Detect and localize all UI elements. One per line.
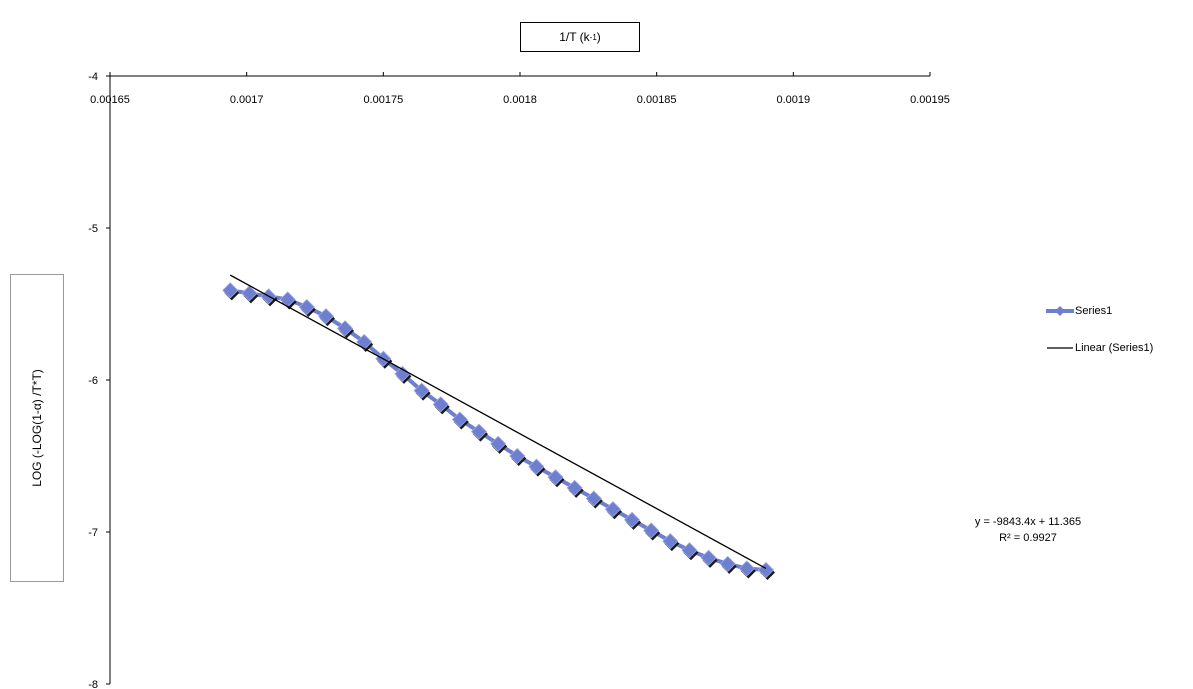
series1-point bbox=[643, 522, 660, 539]
series1-point bbox=[662, 533, 679, 550]
series1-point bbox=[547, 469, 564, 486]
series1-point bbox=[241, 285, 258, 302]
r2-text: R² = 0.9927 bbox=[999, 532, 1057, 544]
series1-point bbox=[432, 396, 449, 413]
y-tick-label: -4 bbox=[88, 71, 98, 83]
x-tick-label: 0.00195 bbox=[910, 94, 950, 106]
axes: 0.00165 0.0017 0.00175 0.0018 0.00185 0.0019 0… bbox=[88, 71, 950, 689]
legend-marker-linear bbox=[1047, 347, 1073, 349]
series1-point bbox=[413, 382, 430, 399]
series1-point bbox=[470, 423, 488, 440]
series1-point bbox=[490, 435, 507, 452]
series1-point bbox=[624, 511, 641, 528]
series1-point bbox=[222, 282, 239, 299]
legend-item-series1: Series1 bbox=[1045, 301, 1153, 321]
x-tick-label: 0.0018 bbox=[503, 94, 537, 106]
trendline bbox=[229, 274, 767, 570]
x-tick-label: 0.00165 bbox=[90, 94, 130, 106]
y-tick-label: -7 bbox=[88, 527, 98, 539]
series1-point bbox=[585, 490, 602, 507]
x-axis-title-sup: -1 bbox=[589, 32, 597, 42]
chart-marks bbox=[222, 274, 775, 580]
series1-point bbox=[738, 560, 755, 577]
x-tick-label: 0.0017 bbox=[230, 94, 264, 106]
y-axis-title-text: LOG (-LOG(1-α) /T*T) bbox=[30, 369, 45, 487]
equation-text: y = -9843.4x + 11.365 bbox=[974, 516, 1082, 528]
legend: Series1 Linear (Series1) bbox=[1045, 301, 1153, 375]
x-axis-title-text: 1/T (k bbox=[559, 30, 590, 44]
y-tick-label: -8 bbox=[88, 679, 98, 689]
series1-point bbox=[604, 501, 621, 518]
y-tick-label: -6 bbox=[88, 375, 98, 387]
series1-point bbox=[719, 555, 736, 572]
y-tick-label: -5 bbox=[88, 223, 98, 235]
series1-line bbox=[229, 288, 767, 572]
legend-label-linear: Linear (Series1) bbox=[1075, 342, 1154, 354]
series1-point bbox=[700, 549, 717, 566]
series1-point bbox=[451, 411, 468, 428]
x-tick-label: 0.00185 bbox=[637, 94, 677, 106]
series1-point bbox=[566, 479, 583, 496]
series1-point bbox=[298, 298, 315, 316]
trendline-equation: y = -9843.4x + 11.365 R² = 0.9927 bbox=[968, 514, 1088, 546]
legend-item-linear: Linear (Series1) bbox=[1045, 338, 1153, 358]
series1-point bbox=[337, 320, 354, 337]
x-tick-label: 0.00175 bbox=[363, 94, 403, 106]
x-axis-title-close: ) bbox=[596, 30, 601, 44]
x-axis-title: 1/T (k -1) bbox=[520, 22, 640, 52]
legend-marker-series1 bbox=[1046, 306, 1074, 316]
series1-point bbox=[317, 308, 334, 325]
series1-point bbox=[528, 458, 545, 475]
series1-point bbox=[681, 542, 698, 559]
x-tick-label: 0.0019 bbox=[777, 94, 811, 106]
legend-label-series1: Series1 bbox=[1075, 305, 1113, 317]
y-axis-title: LOG (-LOG(1-α) /T*T) bbox=[10, 274, 64, 582]
series1-point bbox=[509, 447, 526, 465]
